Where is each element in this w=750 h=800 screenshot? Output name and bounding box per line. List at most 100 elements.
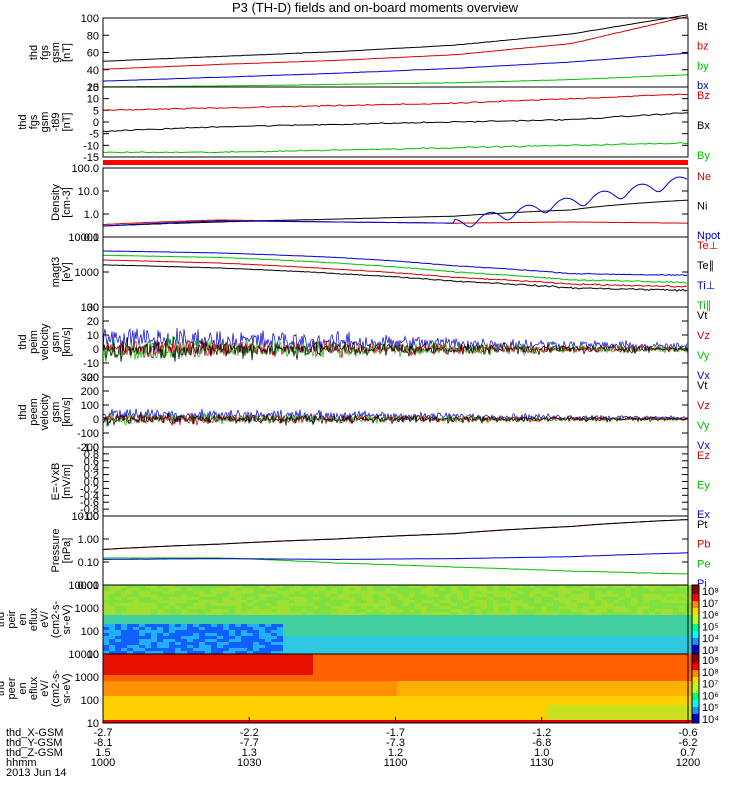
spectro-peer-cell [271, 666, 278, 670]
spectro-peer-cell [505, 705, 512, 709]
spectro-peir-cell [535, 645, 542, 649]
spectro-peer-cell [475, 675, 482, 679]
spectro-peer-cell [601, 693, 608, 697]
spectro-peir-cell [235, 624, 242, 628]
spectro-peer-cell [493, 666, 500, 670]
spectro-peir-cell [541, 591, 548, 595]
spectro-peer-cell [427, 690, 434, 694]
spectro-peir-cell [355, 651, 362, 655]
colorbar-peir-swatch [692, 601, 699, 604]
spectro-peir-cell [661, 645, 668, 649]
spectro-peir-cell [193, 615, 200, 619]
spectro-peir-cell [253, 627, 260, 631]
spectro-peer-cell [373, 663, 380, 667]
spectro-peir-cell [259, 648, 266, 652]
spectro-peir-cell [187, 588, 194, 592]
spectro-peer-cell [409, 681, 416, 685]
spectro-peir-cell [409, 600, 416, 604]
spectro-peir-cell [601, 642, 608, 646]
spectro-peer-cell [565, 702, 572, 706]
spectro-peir-cell [667, 597, 674, 601]
spectro-peir-cell [505, 606, 512, 610]
spectro-peir-cell [265, 588, 272, 592]
spectro-peir-cell [241, 594, 248, 598]
panel-pressure-tick-label: 10.00 [71, 511, 99, 523]
spectro-peer-cell [427, 684, 434, 688]
spectro-peir-cell [229, 606, 236, 610]
spectro-peer-cell [109, 678, 116, 682]
spectro-peer-cell [235, 657, 242, 661]
spectro-peir-cell [205, 609, 212, 613]
spectro-peer-cell [271, 684, 278, 688]
spectro-peir-cell [265, 651, 272, 655]
spectro-peir-cell [121, 624, 128, 628]
spectro-peir-cell [679, 612, 686, 616]
spectro-peer-cell [157, 690, 164, 694]
spectro-peer-cell [577, 711, 584, 715]
spectro-peir-cell [511, 591, 518, 595]
spectro-peer-cell [193, 663, 200, 667]
spectro-peir-cell [589, 606, 596, 610]
spectro-peir-cell [235, 609, 242, 613]
spectro-peir-cell [679, 642, 686, 646]
spectro-peir-cell [247, 642, 254, 646]
spectro-peer-cell [487, 657, 494, 661]
spectro-peer-cell [103, 711, 110, 715]
panel-fgs_dsl-ylabel: thd [17, 114, 29, 129]
spectro-peer-cell [547, 705, 554, 709]
spectro-peer-cell [229, 675, 236, 679]
spectro-peer-cell [409, 687, 416, 691]
spectro-peir-cell [265, 624, 272, 628]
spectro-peir-cell [229, 636, 236, 640]
spectro-peir-cell [271, 621, 278, 625]
spectro-peer-cell [511, 678, 518, 682]
spectro-peer-cell [529, 687, 536, 691]
spectro-peer-cell [139, 675, 146, 679]
spectro-peer-cell [463, 663, 470, 667]
spectro-peer-cell [505, 681, 512, 685]
spectro-peer-cell [265, 681, 272, 685]
panel-peer-tick-label: 100 [81, 695, 99, 707]
spectro-peir-cell [523, 600, 530, 604]
spectro-peer-cell [631, 684, 638, 688]
spectro-peir-cell [481, 606, 488, 610]
spectro-peer-cell [451, 690, 458, 694]
spectro-peer-cell [433, 720, 440, 724]
spectro-peer-cell [139, 654, 146, 658]
spectro-peer-cell [127, 711, 134, 715]
spectro-peer-cell [241, 693, 248, 697]
spectro-peer-cell [277, 702, 284, 706]
spectro-peer-cell [337, 711, 344, 715]
spectro-peir-cell [631, 600, 638, 604]
spectro-peer-cell [247, 672, 254, 676]
spectro-peir-cell [583, 618, 590, 622]
spectro-peer-cell [223, 675, 230, 679]
spectro-peir-cell [283, 639, 290, 643]
spectro-peir-cell [289, 597, 296, 601]
spectro-peer-cell [595, 690, 602, 694]
spectro-peir-cell [487, 639, 494, 643]
spectro-peir-cell [103, 621, 110, 625]
spectro-peer-cell [163, 660, 170, 664]
spectro-peir-cell [427, 609, 434, 613]
spectro-peer-cell [169, 669, 176, 673]
spectro-peer-cell [421, 720, 428, 724]
spectro-peir-cell [319, 594, 326, 598]
spectro-peir-cell [307, 594, 314, 598]
spectro-peer-cell [175, 705, 182, 709]
spectro-peir-cell [559, 594, 566, 598]
spectro-peer-cell [505, 678, 512, 682]
spectro-peir-cell [367, 588, 374, 592]
spectro-peer-cell [133, 675, 140, 679]
spectro-peer-cell [517, 693, 524, 697]
spectro-peer-cell [517, 720, 524, 724]
spectro-peir-cell [403, 600, 410, 604]
spectro-peer-cell [295, 687, 302, 691]
colorbar-peir-swatch [692, 610, 699, 614]
spectro-peir-cell [121, 600, 128, 604]
spectro-peir-cell [601, 600, 608, 604]
spectro-peir-cell [199, 594, 206, 598]
spectro-peir-cell [583, 606, 590, 610]
spectro-peir-cell [385, 630, 392, 634]
spectro-peer-cell [451, 714, 458, 718]
